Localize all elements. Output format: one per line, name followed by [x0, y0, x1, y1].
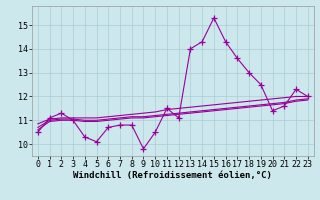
- X-axis label: Windchill (Refroidissement éolien,°C): Windchill (Refroidissement éolien,°C): [73, 171, 272, 180]
